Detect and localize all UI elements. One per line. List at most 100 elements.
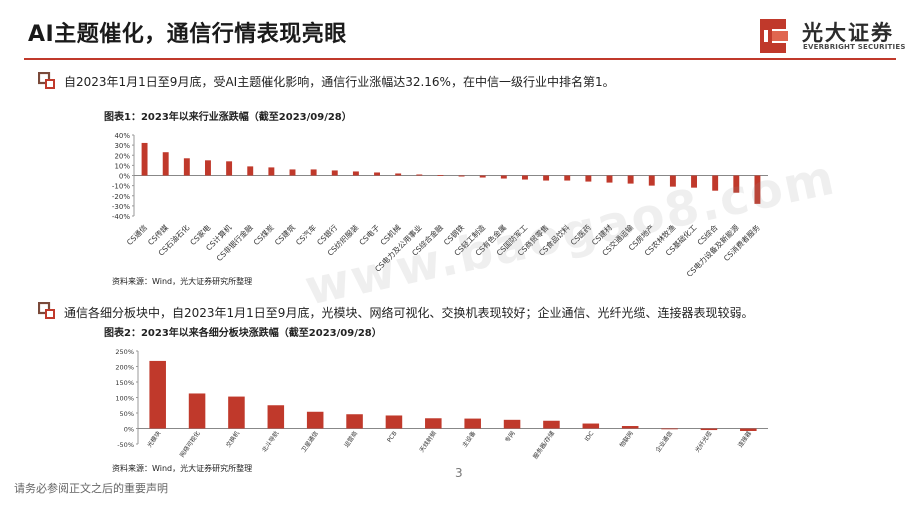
x-tick-label: 服务器/存储 — [531, 430, 556, 460]
bar — [352, 171, 359, 176]
x-tick-label: 天线射频 — [418, 430, 438, 454]
bar — [543, 175, 550, 181]
bar — [395, 173, 402, 176]
x-tick-label: 企业通信 — [654, 430, 674, 454]
bar — [503, 419, 521, 429]
y-tick-label: -10% — [112, 183, 130, 191]
x-tick-label: PCB — [386, 430, 399, 444]
bar — [228, 396, 245, 429]
chart2-source: 资料来源：Wind，光大证券研究所整理 — [112, 464, 253, 473]
bar — [669, 175, 676, 187]
x-tick-label: 专网 — [503, 430, 516, 444]
title-divider — [24, 58, 896, 60]
bar — [564, 175, 571, 181]
bar — [437, 174, 444, 176]
y-tick-label: 0% — [124, 426, 134, 434]
y-tick-label: 40% — [114, 132, 130, 140]
bar — [205, 160, 211, 176]
bar — [289, 169, 296, 176]
x-tick-label: CS通信 — [124, 222, 149, 247]
x-tick-label: IDC — [584, 430, 596, 443]
slide-title: AI主题催化，通信行情表现亮眼 — [28, 22, 347, 47]
bar — [149, 360, 166, 429]
y-tick-label: 30% — [114, 142, 130, 150]
x-tick-label: 交换机 — [224, 430, 241, 449]
y-tick-label: 200% — [115, 364, 134, 372]
brand-logo: 光大证券 EVERBRIGHT SECURITIES — [756, 16, 916, 56]
bar — [385, 415, 403, 429]
y-tick-label: -30% — [112, 203, 130, 211]
bar — [464, 418, 481, 429]
bar — [479, 175, 486, 178]
bullet-square-icon — [38, 302, 55, 319]
y-tick-label: -20% — [112, 193, 130, 201]
brand-name-cn: 光大证券 — [802, 21, 894, 45]
chart1-source: 资料来源：Wind，光大证券研究所整理 — [112, 277, 253, 286]
bar — [606, 175, 613, 183]
bar — [754, 175, 761, 204]
y-tick-label: -50% — [117, 441, 134, 449]
y-tick-label: -40% — [112, 213, 130, 221]
bar — [141, 142, 148, 176]
x-tick-label: 网络可视化 — [178, 430, 202, 459]
chart2-title: 图表2：2023年以来各细分板块涨跌幅（截至2023/09/28） — [104, 328, 382, 339]
bar — [522, 175, 528, 180]
x-tick-label: 北斗导航 — [260, 430, 280, 454]
x-tick-label: CS医药 — [568, 222, 593, 247]
bar — [500, 175, 507, 179]
y-tick-label: 50% — [120, 410, 134, 418]
footer-disclaimer: 请务必参阅正文之后的重要声明 — [14, 482, 168, 495]
bar — [346, 414, 363, 429]
bar — [306, 411, 324, 429]
x-tick-label: 主设备 — [460, 430, 477, 449]
x-tick-label: CS建筑 — [272, 222, 297, 247]
x-tick-label: 光模块 — [145, 430, 162, 449]
y-tick-label: 0% — [119, 173, 130, 181]
y-tick-label: 100% — [115, 395, 134, 403]
bar — [374, 172, 380, 176]
x-tick-label: 物联网 — [618, 430, 635, 449]
bar — [183, 158, 190, 176]
bar — [331, 170, 338, 176]
bar — [188, 393, 206, 429]
x-tick-label: CS煤炭 — [251, 222, 276, 247]
bar — [310, 169, 317, 176]
chart1-industry-returns: -40%-30%-20%-10%0%10%20%30%40%CS通信CS传媒CS… — [112, 132, 768, 276]
x-tick-label: 连接器 — [736, 430, 753, 449]
bar — [733, 175, 740, 193]
bar — [543, 420, 560, 429]
bar — [621, 426, 639, 429]
bar — [267, 405, 285, 429]
bar — [268, 167, 275, 176]
bullet-square-icon — [38, 72, 55, 89]
page-number: 3 — [455, 466, 463, 480]
x-tick-label: CS电子 — [357, 222, 382, 247]
x-tick-label: 卫星通信 — [299, 430, 319, 454]
bar — [691, 175, 697, 188]
chart2-segment-returns: -50% 0% 50% 100% 150% 200% 250% 光模块 网络可视化 交换机 北斗导航… — [115, 348, 768, 460]
bar — [582, 423, 600, 429]
bar — [648, 175, 655, 186]
brand-name-en: EVERBRIGHT SECURITIES — [803, 43, 906, 51]
x-tick-label: 运营商 — [342, 430, 359, 449]
bar — [425, 418, 442, 429]
y-tick-label: 10% — [114, 162, 130, 170]
bullet-text-2: 通信各细分板块中，自2023年1月1日至9月底，光模块、网络可视化、交换机表现较… — [64, 306, 754, 320]
bar — [585, 175, 592, 182]
everbright-logo-icon — [760, 19, 788, 53]
bar — [416, 174, 423, 176]
bar — [740, 428, 757, 431]
y-tick-label: 150% — [115, 379, 134, 387]
bar — [700, 428, 718, 431]
bar — [247, 166, 254, 176]
y-tick-label: 20% — [114, 152, 130, 160]
bar — [226, 161, 233, 176]
bar — [162, 152, 169, 176]
chart1-title: 图表1：2023年以来行业涨跌幅（截至2023/09/28） — [104, 112, 352, 123]
bullet-text-1: 自2023年1月1日至9月底，受AI主题催化影响，通信行业涨幅达32.16%，在… — [64, 75, 615, 89]
x-tick-label: 光纤光缆 — [693, 430, 713, 454]
bar — [627, 175, 634, 184]
x-tick-label: CS汽车 — [293, 222, 318, 247]
y-tick-label: 250% — [115, 348, 134, 356]
bar — [661, 428, 678, 430]
